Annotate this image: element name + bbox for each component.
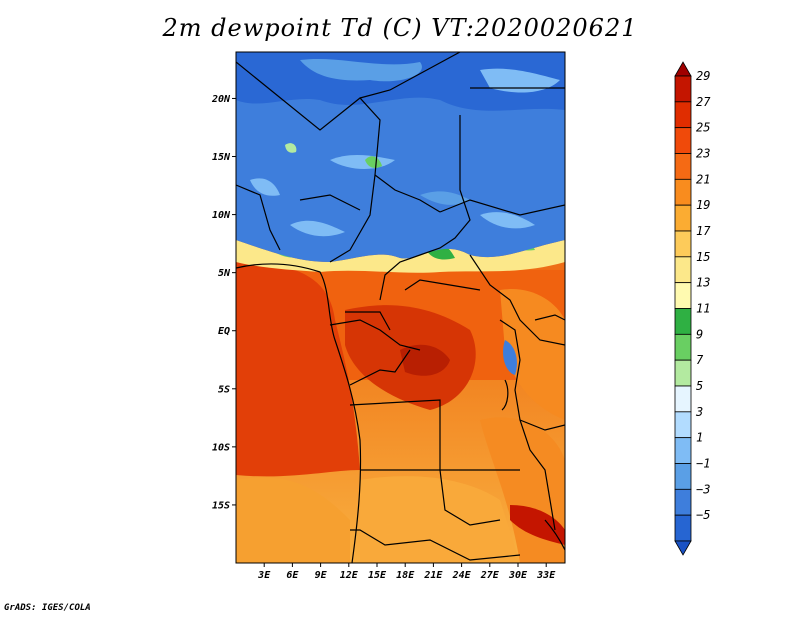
colorbar-label: 15 xyxy=(696,250,710,264)
lon-tick-label: 15E xyxy=(368,570,387,581)
colorbar-label: 7 xyxy=(696,353,704,367)
colorbar-swatch xyxy=(674,333,692,361)
lat-tick-label: 5N xyxy=(218,268,231,279)
lon-tick-label: 27E xyxy=(480,570,500,581)
lon-tick-label: 30E xyxy=(508,570,528,581)
colorbar-label: −5 xyxy=(696,508,710,522)
country-borders xyxy=(236,52,565,563)
colorbar-swatch xyxy=(674,463,692,490)
colorbar-label: 17 xyxy=(696,224,711,238)
dewpoint-field xyxy=(236,52,565,563)
colorbar-swatch xyxy=(674,514,692,542)
colorbar-swatch xyxy=(674,153,692,180)
colorbar-label: 3 xyxy=(695,405,703,419)
colorbar-bottom-arrow xyxy=(674,540,692,556)
map-frame xyxy=(235,51,566,564)
lat-tick-label: 20N xyxy=(211,94,231,105)
lat-tick-label: EQ xyxy=(218,326,230,337)
colorbar-swatch xyxy=(674,230,692,258)
colorbar-swatch xyxy=(674,178,692,206)
lat-tick-label: 10N xyxy=(212,210,231,221)
lon-tick-label: 33E xyxy=(536,570,556,581)
lat-tick-label: 5S xyxy=(218,384,230,395)
grads-credit: GrADS: IGES/COLA xyxy=(4,603,91,613)
colorbar-swatch xyxy=(674,359,692,387)
colorbar-swatch xyxy=(674,204,692,232)
colorbar-swatch xyxy=(674,101,692,129)
colorbar-label: 27 xyxy=(696,95,711,109)
colorbar-label: 29 xyxy=(696,69,710,83)
longitude-axis: 3E 6E 9E 12E 15E 18E 21E 24E 27E 30E 33E xyxy=(257,563,556,581)
colorbar-label: 11 xyxy=(696,302,710,316)
colorbar-swatch xyxy=(674,488,692,516)
colorbar-label: 25 xyxy=(696,121,710,135)
colorbar-swatch xyxy=(674,127,692,154)
colorbar-label: 19 xyxy=(696,198,710,212)
lat-tick-label: 15S xyxy=(212,500,230,511)
map-title: 2m dewpoint Td (C) VT:2020020621 xyxy=(162,14,638,42)
latitude-axis: 20N 15N 10N 5N EQ 5S 10S 15S xyxy=(211,94,236,511)
colorbar-swatch xyxy=(674,75,692,103)
lon-tick-label: 3E xyxy=(257,570,271,581)
lat-tick-label: 10S xyxy=(212,442,230,453)
colorbar-label: 1 xyxy=(696,431,703,445)
colorbar-label: −3 xyxy=(696,482,710,496)
colorbar-swatch xyxy=(674,282,692,309)
colorbar-label: 23 xyxy=(696,147,710,161)
colorbar-swatch xyxy=(674,308,692,335)
colorbar-legend: 29 27 25 23 21 19 17 15 13 11 9 7 5 3 1 −1 −3 −5 xyxy=(674,61,711,556)
colorbar-label: 13 xyxy=(696,276,710,290)
lon-tick-label: 12E xyxy=(340,570,359,581)
colorbar-swatch xyxy=(674,385,692,413)
lon-tick-label: 9E xyxy=(315,570,328,581)
colorbar-swatch xyxy=(674,437,692,464)
colorbar-label: 5 xyxy=(696,379,703,393)
colorbar-top-arrow xyxy=(674,61,692,77)
colorbar-label: 9 xyxy=(696,327,703,341)
lon-tick-label: 6E xyxy=(286,570,299,581)
colorbar-swatch xyxy=(674,256,692,284)
lon-tick-label: 24E xyxy=(452,570,472,581)
lon-tick-label: 21E xyxy=(423,570,443,581)
colorbar-label: 21 xyxy=(696,172,710,186)
lon-tick-label: 18E xyxy=(396,570,415,581)
colorbar-swatch xyxy=(674,411,692,439)
colorbar-label: −1 xyxy=(696,457,710,471)
lat-tick-label: 15N xyxy=(212,152,231,163)
